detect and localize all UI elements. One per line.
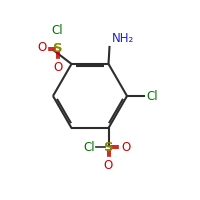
Text: S: S [104, 141, 113, 154]
Text: O: O [104, 159, 113, 172]
Text: O: O [53, 61, 62, 74]
Text: S: S [53, 42, 62, 55]
Text: NH₂: NH₂ [112, 32, 134, 45]
Text: O: O [37, 41, 46, 54]
Text: Cl: Cl [52, 24, 63, 37]
Text: Cl: Cl [83, 141, 95, 154]
Text: Cl: Cl [146, 90, 158, 102]
Text: O: O [121, 141, 131, 154]
